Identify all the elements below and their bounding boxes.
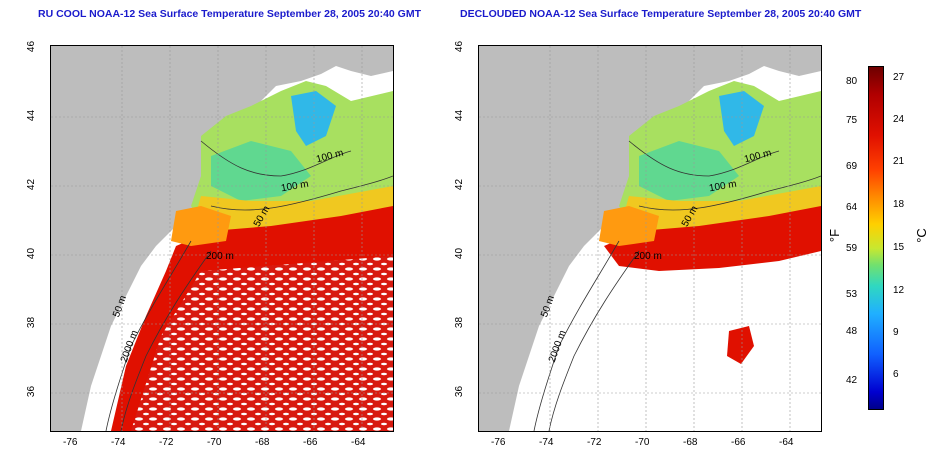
fahrenheit-tick: 53 — [846, 289, 858, 300]
contour-label: 200 m — [634, 251, 662, 262]
lon-tick-label: -68 — [255, 437, 270, 448]
sst-orange-edge — [171, 206, 231, 246]
lon-tick-label: -64 — [351, 437, 366, 448]
celsius-tick: 15 — [893, 242, 905, 253]
left-panel-title: RU COOL NOAA-12 Sea Surface Temperature … — [38, 8, 422, 20]
sst-orange-edge — [599, 206, 659, 246]
bathymetry-contour — [210, 175, 393, 211]
sst-yellow-band — [619, 186, 821, 241]
sst-warm-patch — [727, 326, 754, 364]
lat-tick-label: 42 — [454, 178, 466, 191]
lon-tick-label: -66 — [731, 437, 746, 448]
fahrenheit-tick: 59 — [846, 243, 858, 254]
celsius-unit-label: °C — [913, 228, 929, 243]
lat-tick-label: 46 — [454, 40, 466, 53]
lat-tick-label: 40 — [454, 247, 466, 260]
lon-tick-label: -66 — [303, 437, 318, 448]
left-map-svg — [51, 46, 393, 431]
fahrenheit-tick: 69 — [846, 161, 858, 172]
sst-cold-core — [719, 91, 764, 146]
bathymetry-contour — [638, 175, 821, 211]
sst-warm-cloudy — [131, 256, 393, 431]
fahrenheit-tick: 48 — [846, 326, 858, 337]
land-mass — [51, 46, 393, 431]
lat-tick-label: 36 — [26, 385, 38, 398]
lon-tick-label: -74 — [111, 437, 126, 448]
lat-tick-label: 44 — [454, 109, 466, 122]
lon-tick-label: -70 — [207, 437, 222, 448]
lon-tick-label: -72 — [159, 437, 174, 448]
right-map-svg — [479, 46, 821, 431]
temperature-colorbar — [868, 66, 884, 410]
sst-yellow-band — [191, 186, 393, 241]
left-sst-map: 100 m 100 m 50 m 200 m 50 m 2000 m — [50, 45, 394, 432]
celsius-tick: 21 — [893, 156, 905, 167]
celsius-tick: 18 — [893, 199, 905, 210]
bathymetry-contour — [200, 140, 352, 177]
celsius-tick: 6 — [893, 369, 899, 380]
map-grid — [51, 46, 393, 431]
lon-tick-label: -64 — [779, 437, 794, 448]
lon-tick-label: -74 — [539, 437, 554, 448]
fahrenheit-tick: 75 — [846, 115, 858, 126]
sst-warm-water — [604, 206, 821, 271]
celsius-tick: 9 — [893, 327, 899, 338]
celsius-tick: 12 — [893, 285, 905, 296]
lat-tick-label: 42 — [26, 178, 38, 191]
sst-cold-core — [291, 91, 336, 146]
lat-tick-label: 40 — [26, 247, 38, 260]
bathymetry-contour — [548, 250, 640, 431]
lat-tick-label: 36 — [454, 385, 466, 398]
celsius-tick: 27 — [893, 72, 905, 83]
bathymetry-contour — [533, 240, 620, 431]
bathymetry-contour — [120, 250, 212, 431]
fahrenheit-tick: 64 — [846, 202, 858, 213]
fahrenheit-tick: 42 — [846, 375, 858, 386]
celsius-tick: 24 — [893, 114, 905, 125]
lon-tick-label: -72 — [587, 437, 602, 448]
lat-tick-label: 46 — [26, 40, 38, 53]
bathymetry-contour — [628, 140, 780, 177]
bathymetry-contour — [105, 240, 192, 431]
map-grid — [479, 46, 821, 431]
land-mass — [479, 46, 821, 431]
lat-tick-label: 44 — [26, 109, 38, 122]
fahrenheit-unit-label: °F — [827, 228, 843, 243]
lon-tick-label: -76 — [63, 437, 78, 448]
right-panel-title: DECLOUDED NOAA-12 Sea Surface Temperatur… — [460, 8, 862, 20]
lat-tick-label: 38 — [26, 316, 38, 329]
contour-label: 200 m — [206, 251, 234, 262]
lon-tick-label: -68 — [683, 437, 698, 448]
lon-tick-label: -76 — [491, 437, 506, 448]
fahrenheit-tick: 80 — [846, 76, 858, 87]
right-sst-map: 100 m 100 m 50 m 200 m 50 m 2000 m — [478, 45, 822, 432]
lon-tick-label: -70 — [635, 437, 650, 448]
lat-tick-label: 38 — [454, 316, 466, 329]
